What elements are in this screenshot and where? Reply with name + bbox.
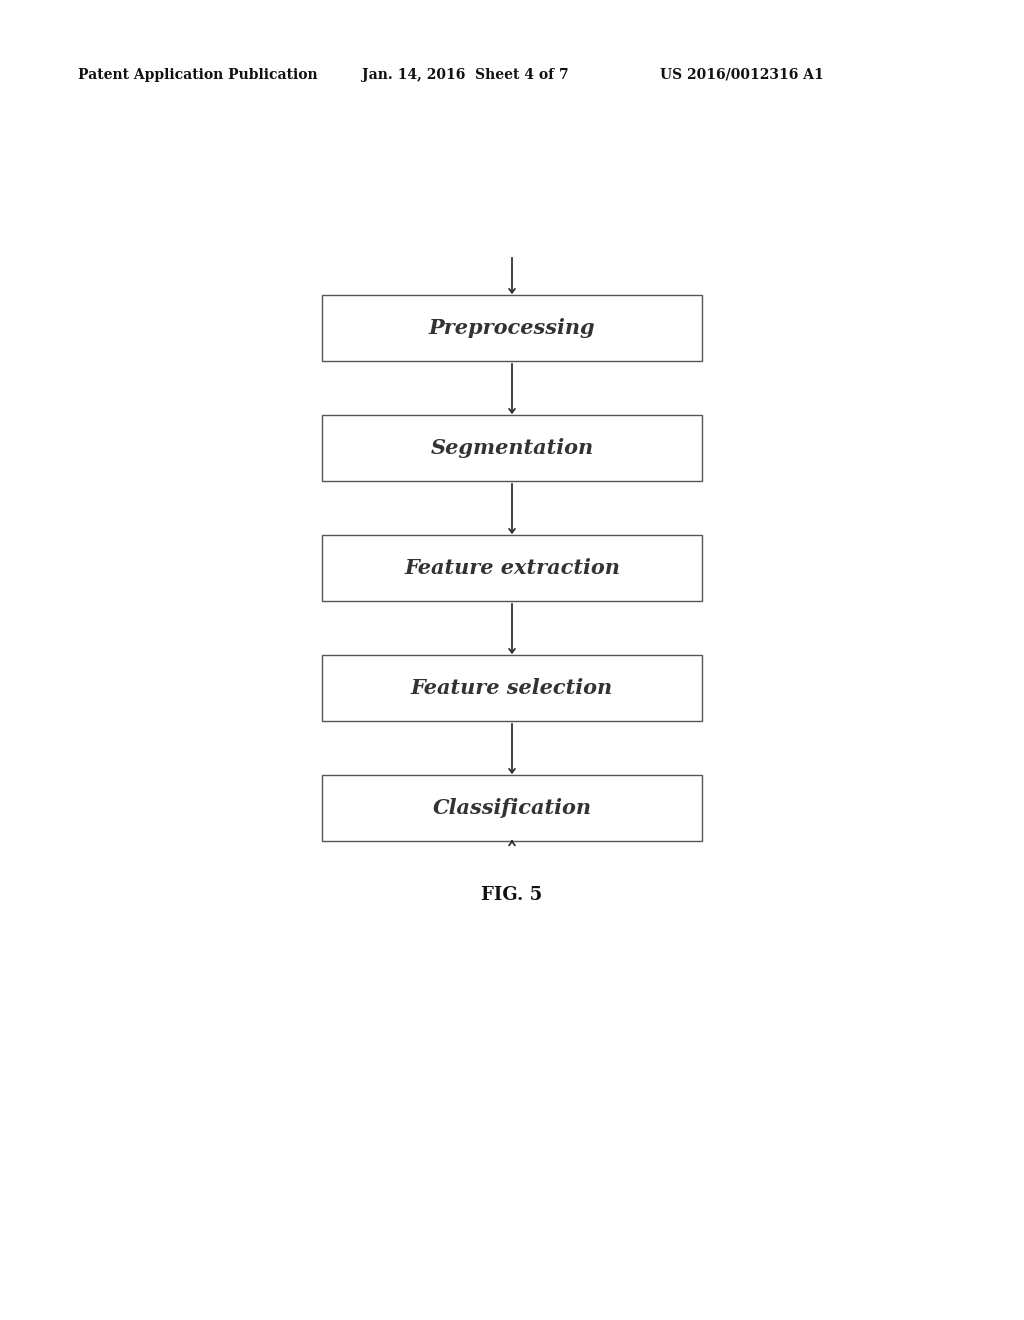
Bar bbox=[322, 535, 702, 601]
Text: Preprocessing: Preprocessing bbox=[429, 318, 595, 338]
Text: Patent Application Publication: Patent Application Publication bbox=[78, 69, 317, 82]
Text: Feature extraction: Feature extraction bbox=[404, 558, 620, 578]
Bar bbox=[322, 655, 702, 721]
Text: FIG. 5: FIG. 5 bbox=[481, 886, 543, 904]
Bar bbox=[322, 414, 702, 480]
Bar bbox=[322, 294, 702, 360]
Text: Segmentation: Segmentation bbox=[430, 438, 594, 458]
Text: Jan. 14, 2016  Sheet 4 of 7: Jan. 14, 2016 Sheet 4 of 7 bbox=[362, 69, 568, 82]
Text: Classification: Classification bbox=[432, 799, 592, 818]
Text: Feature selection: Feature selection bbox=[411, 678, 613, 698]
Text: US 2016/0012316 A1: US 2016/0012316 A1 bbox=[660, 69, 823, 82]
Bar bbox=[322, 775, 702, 841]
